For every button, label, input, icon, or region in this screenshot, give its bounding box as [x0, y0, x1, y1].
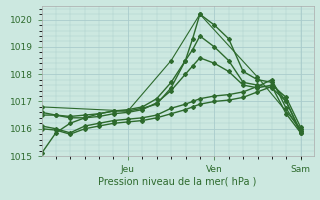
X-axis label: Pression niveau de la mer( hPa ): Pression niveau de la mer( hPa ) [99, 177, 257, 187]
